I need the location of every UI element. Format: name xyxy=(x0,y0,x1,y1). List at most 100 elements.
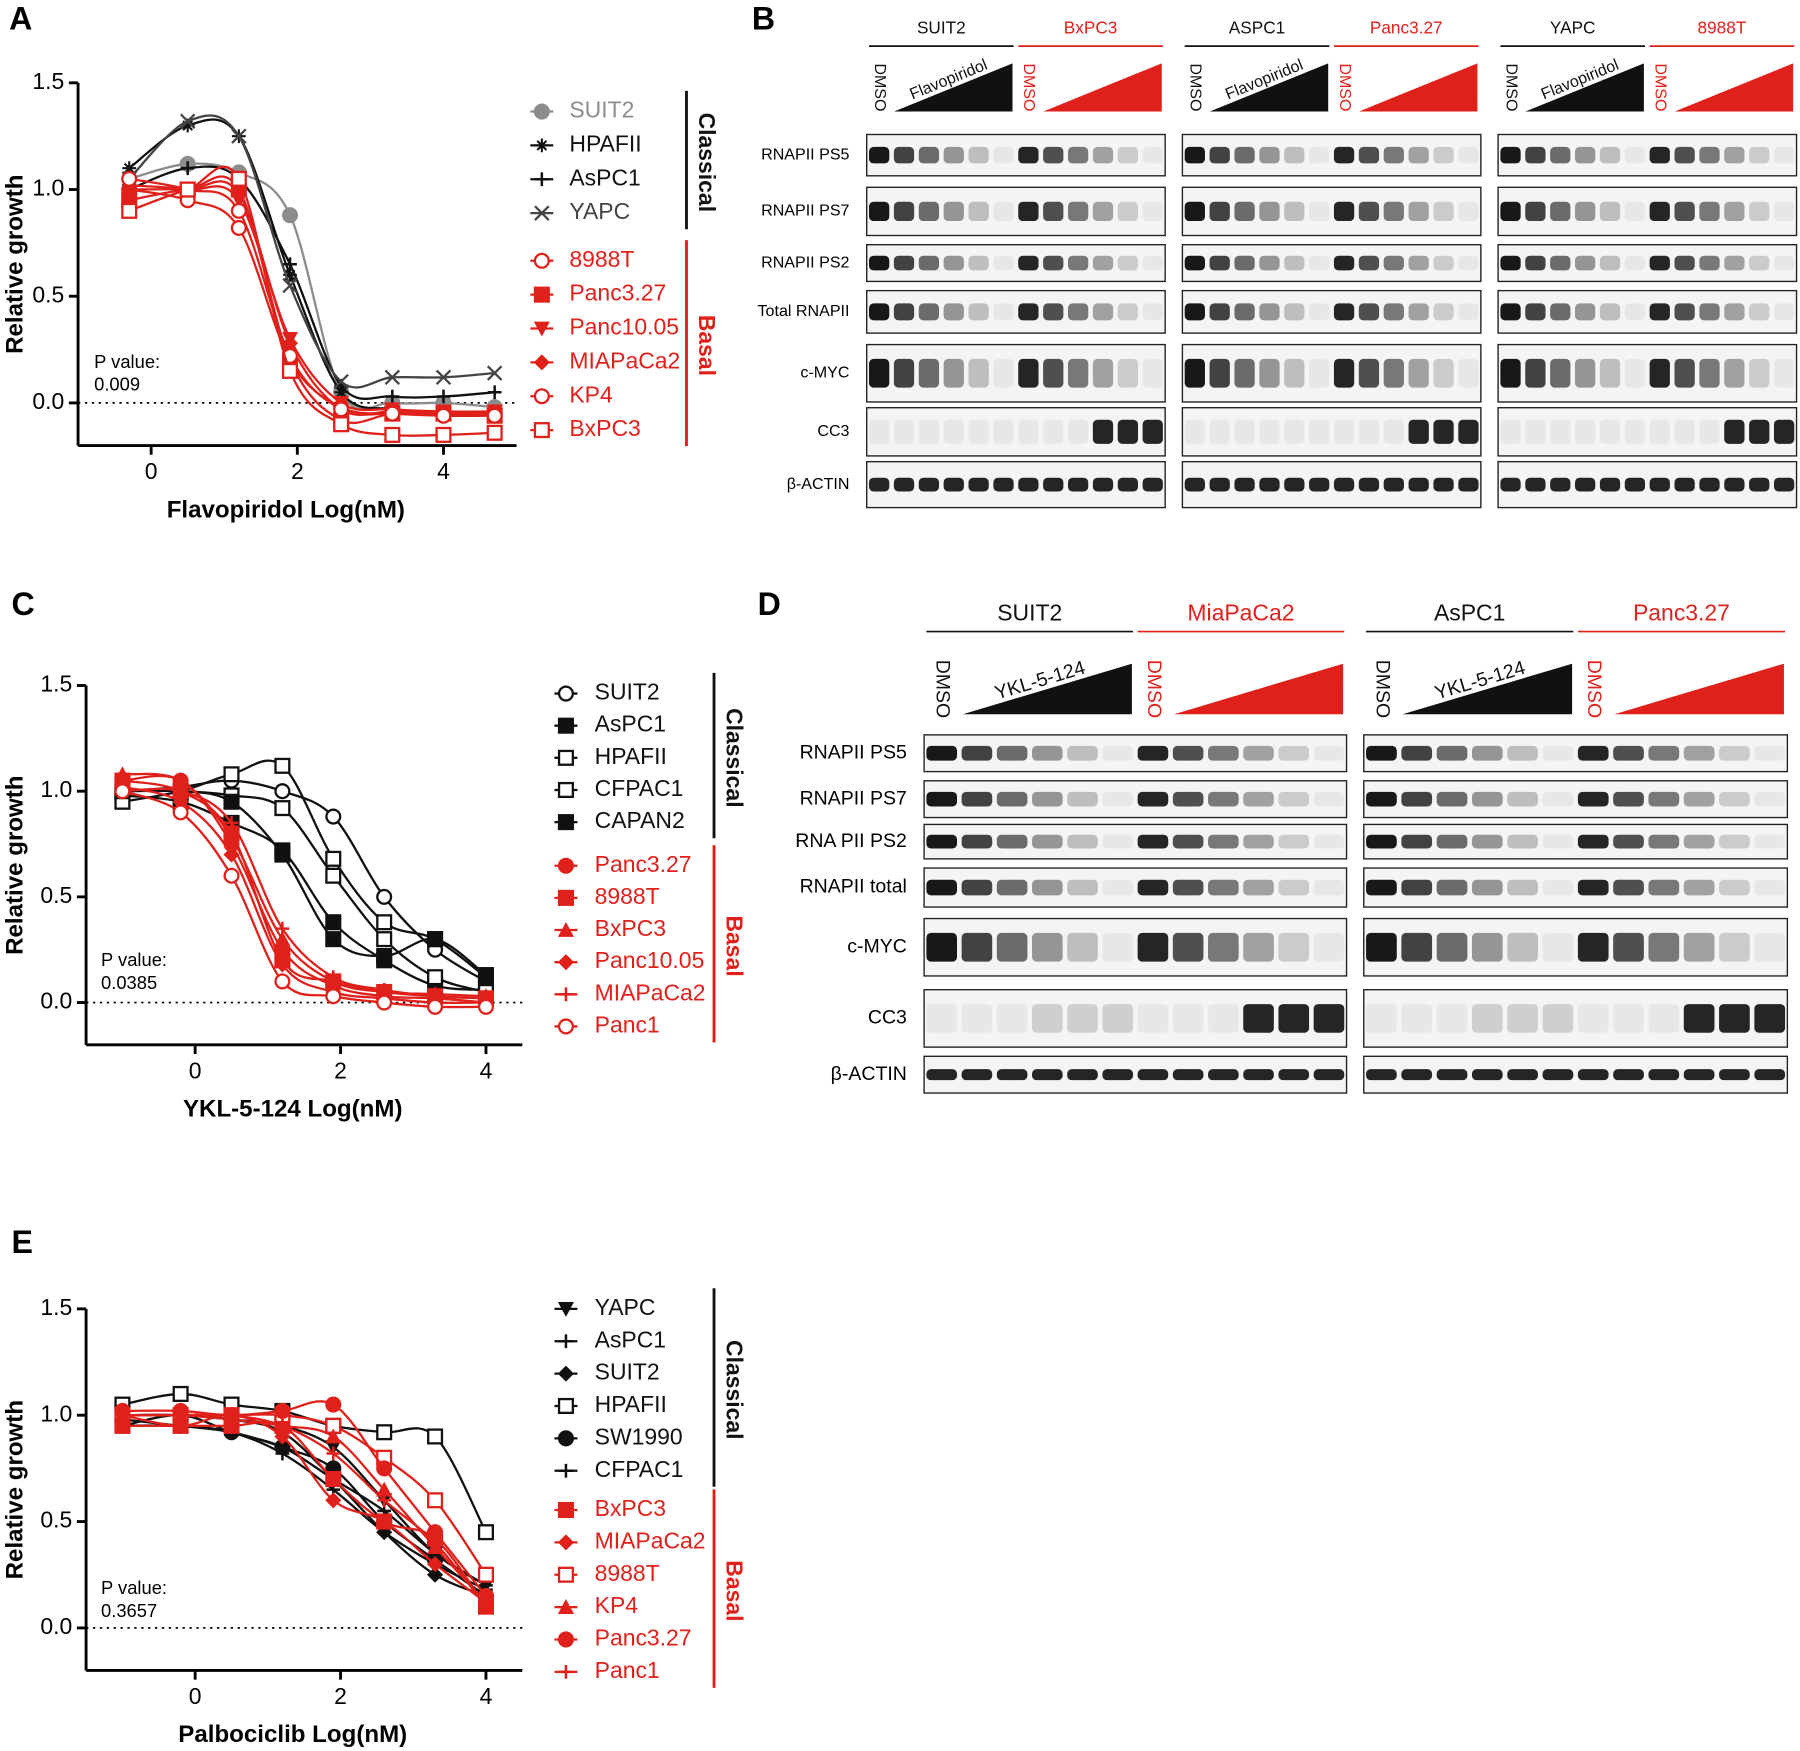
blot-band xyxy=(961,791,993,807)
blot-band xyxy=(1613,1069,1644,1081)
blot-band xyxy=(1458,201,1479,222)
blot-band xyxy=(1366,834,1397,849)
row-label: β-ACTIN xyxy=(831,1063,907,1085)
blot-band xyxy=(1092,255,1114,271)
blot-band xyxy=(1043,303,1064,321)
blot-band xyxy=(1172,932,1204,962)
blot-band xyxy=(1137,745,1169,761)
legend-label: AsPC1 xyxy=(595,711,666,737)
blot-band xyxy=(1278,1069,1310,1081)
blot-band xyxy=(1458,419,1479,444)
y-tick-label: 0.5 xyxy=(32,281,64,307)
blot-band xyxy=(1550,255,1571,271)
panel-letter: D xyxy=(758,586,781,622)
blot-band xyxy=(1117,477,1139,492)
blot-band xyxy=(1683,879,1715,896)
blot-band xyxy=(1366,932,1397,962)
data-point xyxy=(173,784,188,799)
y-tick-label: 1.5 xyxy=(32,68,64,94)
blot-band xyxy=(1142,201,1163,222)
data-point xyxy=(333,401,350,418)
blot-band xyxy=(918,255,940,271)
legend-label: Panc3.27 xyxy=(569,280,666,306)
blot-band xyxy=(968,201,989,222)
blot-band xyxy=(926,879,958,896)
legend-label: KP4 xyxy=(595,1592,639,1618)
blot-band xyxy=(1550,419,1571,444)
blot-band xyxy=(1243,879,1274,896)
legend-label: SUIT2 xyxy=(595,1359,660,1385)
data-point xyxy=(325,867,342,884)
blot-band xyxy=(996,1069,1028,1081)
blot-band xyxy=(1525,255,1546,271)
blot-band xyxy=(943,255,964,271)
group-label: Basal xyxy=(721,915,747,976)
blot-band xyxy=(1724,255,1745,271)
blot-band xyxy=(1649,201,1670,222)
blot-band xyxy=(1699,303,1720,321)
blot-band xyxy=(1507,834,1538,849)
data-point xyxy=(179,181,196,198)
dose-wedge xyxy=(1525,63,1644,112)
blot-band xyxy=(1259,201,1280,222)
blot-band xyxy=(1433,358,1454,388)
blot-band xyxy=(1649,146,1670,164)
legend-marker xyxy=(557,1397,574,1415)
blot-band xyxy=(1719,834,1750,849)
blot-band xyxy=(1208,1004,1239,1033)
blot-band xyxy=(943,303,964,321)
blot-band xyxy=(1507,745,1538,761)
data-point xyxy=(376,931,393,948)
blot-band xyxy=(1674,477,1695,492)
blot-band xyxy=(1599,358,1621,388)
blot-band xyxy=(1719,932,1750,962)
blot-band xyxy=(1749,303,1770,321)
blot-band xyxy=(1208,932,1239,962)
legend-label: SUIT2 xyxy=(595,679,660,705)
blot-band xyxy=(1366,1004,1397,1033)
fit-curve xyxy=(122,790,486,1009)
blot-band xyxy=(893,419,915,444)
data-point xyxy=(376,888,393,905)
legend-marker xyxy=(557,1365,574,1382)
blot-band xyxy=(961,879,993,896)
blot-band xyxy=(961,1069,993,1081)
blot-band xyxy=(1575,477,1596,492)
blot-band xyxy=(1309,477,1330,492)
legend-marker xyxy=(534,138,549,153)
data-point xyxy=(486,407,503,424)
legend-label: HPAFII xyxy=(595,743,667,769)
p-value-label: P value: xyxy=(101,949,167,970)
blot-band xyxy=(1613,1004,1644,1033)
blot-band xyxy=(1383,255,1404,271)
blot-band xyxy=(1117,201,1139,222)
blot-band xyxy=(1043,477,1064,492)
legend-label: BxPC3 xyxy=(595,1495,666,1521)
row-label: RNAPII PS5 xyxy=(761,145,849,163)
blot-band xyxy=(993,255,1014,271)
blot-band xyxy=(1284,303,1305,321)
blot-band xyxy=(1436,745,1468,761)
blot-band xyxy=(1243,834,1274,849)
blot-band xyxy=(1699,358,1720,388)
blot-band xyxy=(1500,358,1521,388)
blot-band xyxy=(1408,358,1429,388)
blot-frame xyxy=(1363,734,1789,773)
blot-band xyxy=(1259,358,1280,388)
row-label: Total RNAPII xyxy=(758,302,850,320)
blot-band xyxy=(1234,146,1255,164)
blot-band xyxy=(926,745,958,761)
blot-band xyxy=(1067,146,1089,164)
x-tick-label: 0 xyxy=(189,1683,202,1709)
blot-band xyxy=(1773,477,1795,492)
legend-marker xyxy=(557,921,574,937)
blot-band xyxy=(1471,1004,1503,1033)
panel-letter: B xyxy=(752,0,775,36)
blot-band xyxy=(1313,745,1345,761)
y-tick-label: 0.0 xyxy=(40,1613,72,1639)
legend-label: SW1990 xyxy=(595,1423,683,1449)
blot-band xyxy=(1401,745,1433,761)
blot-band xyxy=(1043,201,1064,222)
legend-label: 8988T xyxy=(569,246,634,272)
blot-band xyxy=(1284,358,1305,388)
